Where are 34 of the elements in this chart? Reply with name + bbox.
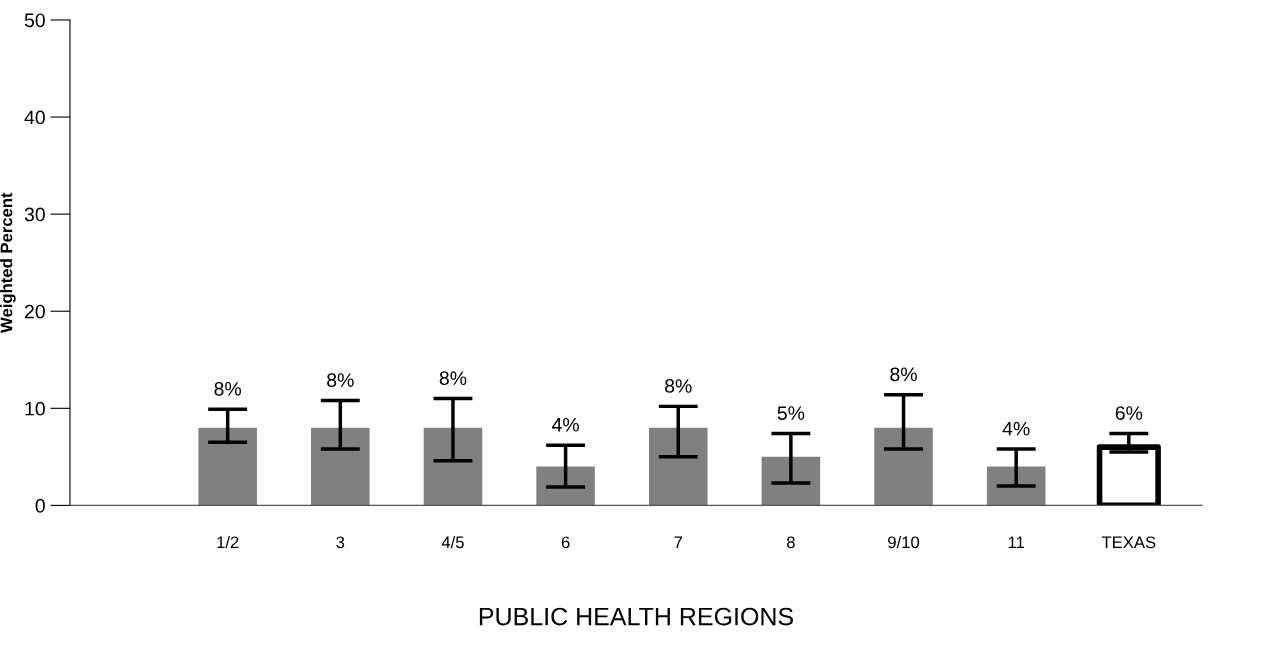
data-label: 5% bbox=[777, 406, 805, 420]
y-tick-label: 10 bbox=[25, 401, 45, 416]
y-tick-label: 40 bbox=[24, 110, 45, 125]
x-axis-title: PUBLIC HEALTH REGIONS bbox=[479, 607, 793, 626]
x-tick-label: 11 bbox=[1008, 536, 1025, 549]
data-label: 8% bbox=[890, 367, 917, 382]
x-tick-label: 9/10 bbox=[888, 535, 920, 549]
y-axis-title: Weighted Percent bbox=[0, 192, 16, 333]
x-tick-label: 3 bbox=[336, 536, 345, 549]
data-label: 4% bbox=[1002, 421, 1030, 436]
data-label: 8% bbox=[327, 373, 354, 387]
bar bbox=[311, 427, 370, 506]
x-tick-label: 7 bbox=[674, 536, 683, 549]
bar bbox=[986, 466, 1046, 506]
x-tick-label: 1/2 bbox=[217, 535, 239, 549]
y-tick-label: 0 bbox=[35, 498, 45, 513]
data-label: 8% bbox=[665, 379, 692, 393]
y-tick-label: 30 bbox=[24, 207, 45, 222]
data-label: 4% bbox=[551, 417, 579, 432]
x-tick-label: 4/5 bbox=[441, 535, 464, 549]
bar bbox=[198, 427, 257, 506]
data-label: 6% bbox=[1115, 406, 1143, 420]
bar bbox=[761, 456, 821, 506]
x-tick-label: 6 bbox=[561, 536, 570, 549]
bar bbox=[423, 427, 483, 506]
x-tick-label: 8 bbox=[786, 536, 795, 549]
bar bbox=[536, 466, 595, 506]
data-label: 8% bbox=[439, 371, 467, 386]
y-tick-label: 50 bbox=[24, 13, 45, 28]
y-tick-label: 20 bbox=[25, 304, 45, 319]
x-tick-label: TEXAS bbox=[1101, 536, 1156, 549]
data-label: 8% bbox=[214, 381, 242, 396]
bar bbox=[648, 427, 708, 506]
bar bbox=[874, 427, 933, 506]
